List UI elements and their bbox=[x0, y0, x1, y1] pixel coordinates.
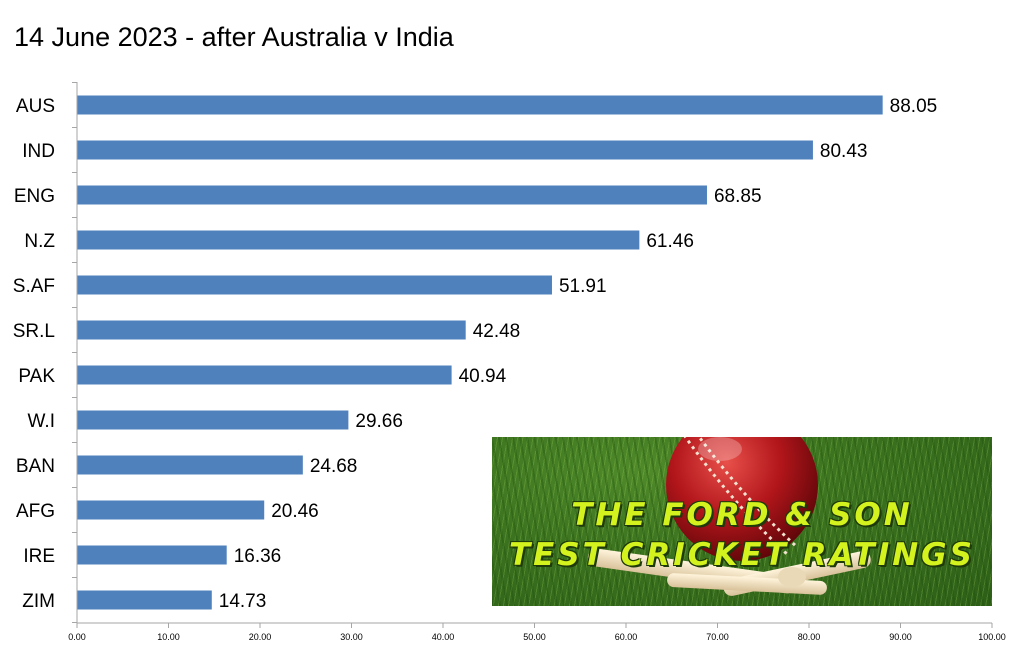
x-tick-label: 80.00 bbox=[798, 632, 821, 642]
bar bbox=[77, 320, 466, 340]
logo-line-2: TEST CRICKET RATINGS bbox=[509, 537, 975, 573]
value-label: 29.66 bbox=[355, 411, 403, 432]
logo-text: THE FORD & SON TEST CRICKET RATINGS bbox=[492, 495, 992, 575]
bar bbox=[77, 365, 452, 385]
x-tick-label: 60.00 bbox=[615, 632, 638, 642]
category-label: SR.L bbox=[13, 321, 55, 342]
stumps-icon bbox=[587, 548, 871, 596]
bar bbox=[77, 95, 883, 115]
value-label: 42.48 bbox=[473, 321, 521, 342]
x-tick-label: 20.00 bbox=[249, 632, 272, 642]
x-tick-label: 50.00 bbox=[523, 632, 546, 642]
value-label: 80.43 bbox=[820, 141, 868, 162]
category-label: AUS bbox=[16, 96, 55, 117]
category-label: AFG bbox=[16, 501, 55, 522]
cricket-ball-icon bbox=[587, 437, 871, 596]
category-label: ZIM bbox=[22, 591, 55, 612]
bar bbox=[77, 545, 227, 565]
category-label: IRE bbox=[23, 546, 55, 567]
bar bbox=[77, 275, 552, 295]
x-tick-label: 10.00 bbox=[157, 632, 180, 642]
value-label: 88.05 bbox=[890, 96, 938, 117]
bar bbox=[77, 230, 640, 250]
category-label: S.AF bbox=[13, 276, 55, 297]
x-tick-label: 40.00 bbox=[432, 632, 455, 642]
value-label: 61.46 bbox=[646, 231, 694, 252]
value-label: 16.36 bbox=[234, 546, 282, 567]
x-tick-label: 0.00 bbox=[68, 632, 86, 642]
x-tick-label: 30.00 bbox=[340, 632, 363, 642]
value-label: 40.94 bbox=[459, 366, 507, 387]
cricket-ratings-logo: THE FORD & SON TEST CRICKET RATINGS bbox=[492, 437, 992, 606]
category-label: N.Z bbox=[24, 231, 55, 252]
value-label: 51.91 bbox=[559, 276, 607, 297]
category-label: W.I bbox=[28, 411, 55, 432]
value-label: 20.46 bbox=[271, 501, 319, 522]
chart-title: 14 June 2023 - after Australia v India bbox=[14, 22, 454, 52]
value-label: 24.68 bbox=[310, 456, 358, 477]
bar bbox=[77, 185, 707, 205]
bar bbox=[77, 140, 813, 160]
bar bbox=[77, 455, 303, 475]
x-tick-label: 100.00 bbox=[978, 632, 1006, 642]
category-label: PAK bbox=[18, 366, 55, 387]
category-label: BAN bbox=[16, 456, 55, 477]
value-label: 14.73 bbox=[219, 591, 267, 612]
bar bbox=[77, 410, 349, 430]
logo-line-1: THE FORD & SON bbox=[571, 497, 913, 533]
category-label: ENG bbox=[14, 186, 55, 207]
bar bbox=[77, 500, 265, 520]
x-tick-label: 70.00 bbox=[706, 632, 729, 642]
bars-layer: AUS 88.05 IND 80.43 ENG 68.85 N.Z 61.46 S.AF 51.9… bbox=[13, 95, 938, 612]
x-tick-label: 90.00 bbox=[889, 632, 912, 642]
x-axis: 0.00 10.00 20.00 30.00 40.00 50.00 60.00 70.00 8… bbox=[68, 82, 1006, 642]
bar bbox=[77, 590, 212, 610]
value-label: 68.85 bbox=[714, 186, 762, 207]
category-label: IND bbox=[22, 141, 55, 162]
